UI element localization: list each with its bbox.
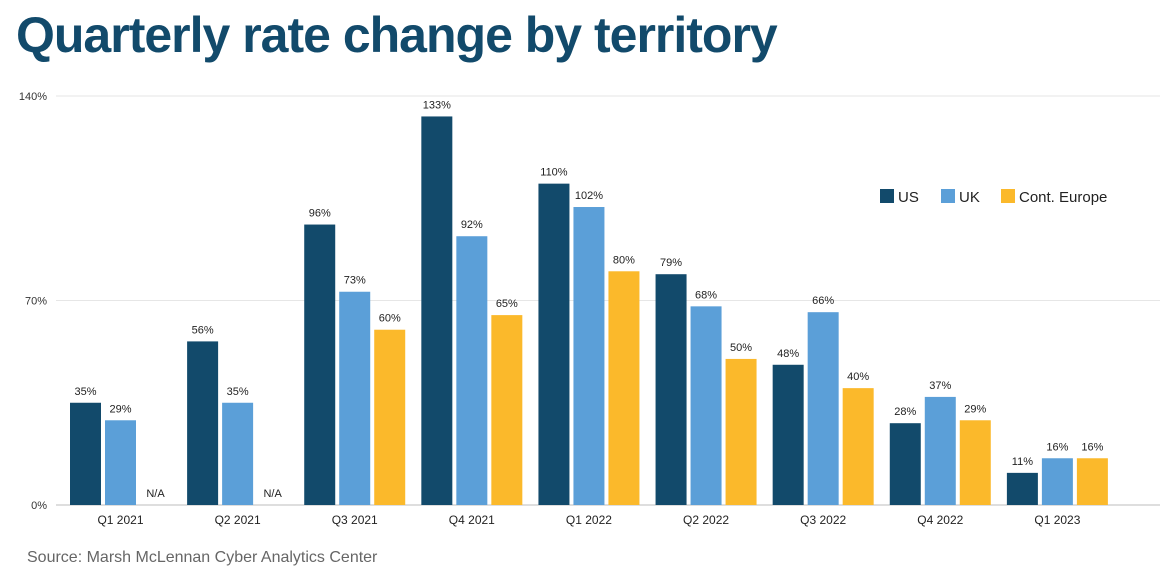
bar-value-label: 65% (496, 298, 518, 310)
bar-cont-europe (725, 358, 757, 505)
bar-value-label: 92% (461, 219, 483, 231)
bar-value-label: 73% (344, 275, 366, 287)
bar-value-label: 35% (74, 386, 96, 398)
bar-uk (1041, 458, 1073, 505)
bar-value-label: 60% (379, 313, 401, 325)
bar-value-label: 16% (1081, 441, 1103, 453)
bar-value-label: 29% (109, 403, 131, 415)
chart-title: Quarterly rate change by territory (16, 7, 778, 63)
bar-value-label: 11% (1012, 456, 1033, 468)
bar-value-label: 80% (613, 254, 635, 266)
bar-uk (105, 420, 136, 505)
bar-value-label: 16% (1046, 441, 1068, 453)
bar-uk (807, 312, 839, 505)
x-tick-label: Q1 2022 (566, 513, 612, 527)
bar-uk (573, 207, 605, 505)
bar-us (70, 402, 101, 505)
bar-uk (339, 291, 371, 505)
bar-us (772, 364, 804, 505)
x-tick-label: Q2 2022 (683, 513, 729, 527)
bar-value-label: 56% (192, 324, 214, 336)
legend-label: UK (959, 189, 980, 206)
bar-value-label: 28% (894, 406, 916, 418)
bar-value-label: 102% (575, 190, 603, 202)
bar-value-label: 133% (423, 99, 451, 111)
bar-value-label: 66% (812, 295, 834, 307)
bar-value-label: N/A (263, 488, 282, 500)
x-tick-label: Q1 2021 (97, 513, 143, 527)
y-tick-label: 0% (31, 500, 47, 512)
bar-value-label: 68% (695, 289, 717, 301)
bar-us (538, 183, 570, 505)
bar-us (421, 116, 453, 505)
bar-cont-europe (608, 271, 640, 505)
bar-cont-europe (959, 420, 991, 505)
legend-label: Cont. Europe (1019, 189, 1107, 206)
source-note: Source: Marsh McLennan Cyber Analytics C… (27, 549, 378, 566)
bar-us (304, 224, 336, 506)
bar-value-label: 35% (227, 386, 249, 398)
bar-value-label: 50% (730, 342, 752, 354)
bar-value-label: 29% (964, 403, 986, 415)
bar-us (889, 423, 921, 505)
legend-swatch (941, 189, 955, 203)
bar-value-label: 40% (847, 371, 869, 383)
bar-value-label: 48% (777, 348, 799, 360)
x-tick-label: Q1 2023 (1034, 513, 1080, 527)
bar-us (655, 274, 687, 505)
bar-cont-europe (374, 329, 406, 505)
bar-uk (924, 396, 956, 505)
bar-us (1006, 472, 1038, 505)
x-tick-label: Q3 2022 (800, 513, 846, 527)
x-tick-label: Q4 2021 (449, 513, 495, 527)
bar-value-label: 96% (309, 208, 331, 220)
y-tick-label: 70% (25, 296, 47, 308)
bar-value-label: N/A (146, 488, 165, 500)
bar-cont-europe (842, 388, 874, 505)
legend-swatch (1001, 189, 1015, 203)
legend-swatch (880, 189, 894, 203)
bar-cont-europe (491, 315, 523, 505)
x-tick-label: Q2 2021 (215, 513, 261, 527)
bar-value-label: 37% (929, 380, 951, 392)
bar-cont-europe (1076, 458, 1108, 505)
x-tick-label: Q3 2021 (332, 513, 378, 527)
bar-us (187, 341, 219, 505)
legend-label: US (898, 189, 919, 206)
bar-uk (456, 236, 488, 505)
bar-value-label: 110% (540, 167, 568, 179)
bar-uk (690, 306, 722, 505)
bar-value-label: 79% (660, 257, 682, 269)
y-tick-label: 140% (19, 91, 47, 103)
bar-uk (222, 402, 254, 505)
x-tick-label: Q4 2022 (917, 513, 963, 527)
